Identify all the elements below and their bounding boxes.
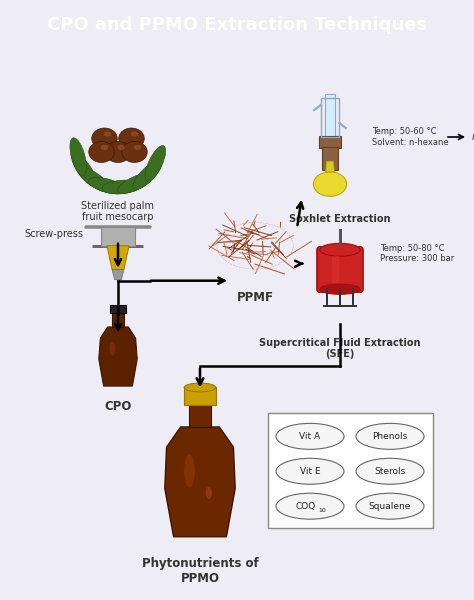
Text: Phenols: Phenols	[373, 432, 408, 441]
FancyBboxPatch shape	[325, 94, 335, 137]
Ellipse shape	[101, 145, 108, 150]
FancyBboxPatch shape	[268, 413, 433, 528]
Text: Temp: 50-80 °C
Pressure: 300 bar: Temp: 50-80 °C Pressure: 300 bar	[380, 244, 454, 263]
Text: Squalene: Squalene	[369, 502, 411, 511]
Ellipse shape	[356, 424, 424, 449]
Ellipse shape	[119, 128, 144, 149]
Ellipse shape	[313, 172, 346, 196]
Ellipse shape	[206, 487, 212, 499]
Ellipse shape	[89, 142, 114, 163]
Text: PPMF: PPMF	[237, 290, 273, 304]
Ellipse shape	[89, 178, 126, 194]
Text: Vit A: Vit A	[300, 432, 320, 441]
Polygon shape	[112, 269, 124, 280]
Text: Sterols: Sterols	[374, 467, 406, 476]
Ellipse shape	[184, 383, 216, 392]
Ellipse shape	[134, 145, 141, 150]
Polygon shape	[189, 405, 211, 427]
Text: CPO and PPMO Extraction Techniques: CPO and PPMO Extraction Techniques	[47, 16, 427, 34]
Text: Phytonutrients of
PPMO: Phytonutrients of PPMO	[142, 557, 258, 585]
Text: refining: refining	[472, 132, 474, 142]
Text: COQ: COQ	[296, 502, 316, 511]
Ellipse shape	[70, 138, 86, 176]
Ellipse shape	[184, 454, 195, 488]
Ellipse shape	[122, 142, 147, 163]
Text: Sterilized palm
fruit mesocarp: Sterilized palm fruit mesocarp	[82, 201, 155, 223]
Text: Vit E: Vit E	[300, 467, 320, 476]
Ellipse shape	[145, 146, 165, 181]
Text: Supercritical Fluid Extraction
(SFE): Supercritical Fluid Extraction (SFE)	[259, 338, 421, 359]
Polygon shape	[326, 161, 334, 172]
Ellipse shape	[276, 458, 344, 484]
Polygon shape	[107, 246, 129, 269]
Text: 10: 10	[318, 508, 326, 512]
Polygon shape	[110, 305, 126, 313]
Ellipse shape	[356, 458, 424, 484]
Text: Soxhlet Extraction: Soxhlet Extraction	[289, 214, 391, 224]
Ellipse shape	[104, 131, 111, 137]
Ellipse shape	[356, 493, 424, 519]
Ellipse shape	[92, 128, 117, 149]
Ellipse shape	[117, 145, 125, 150]
Ellipse shape	[131, 131, 138, 137]
Polygon shape	[165, 427, 235, 537]
Polygon shape	[111, 313, 124, 327]
Ellipse shape	[78, 167, 111, 192]
FancyBboxPatch shape	[322, 147, 338, 170]
Ellipse shape	[320, 243, 360, 256]
FancyBboxPatch shape	[332, 256, 339, 283]
Ellipse shape	[276, 424, 344, 449]
Ellipse shape	[109, 341, 115, 356]
Ellipse shape	[276, 493, 344, 519]
Text: Screw-press: Screw-press	[24, 229, 83, 239]
Ellipse shape	[72, 153, 97, 186]
FancyBboxPatch shape	[101, 227, 135, 246]
Ellipse shape	[320, 284, 360, 295]
Ellipse shape	[105, 142, 131, 163]
Polygon shape	[184, 388, 216, 405]
Ellipse shape	[102, 180, 141, 194]
Polygon shape	[99, 327, 137, 386]
FancyBboxPatch shape	[317, 247, 363, 292]
Ellipse shape	[133, 161, 162, 190]
Ellipse shape	[118, 173, 153, 194]
Text: CPO: CPO	[104, 400, 132, 413]
FancyBboxPatch shape	[319, 136, 341, 148]
Text: Temp: 50-60 °C
Solvent: n-hexane: Temp: 50-60 °C Solvent: n-hexane	[372, 127, 448, 147]
